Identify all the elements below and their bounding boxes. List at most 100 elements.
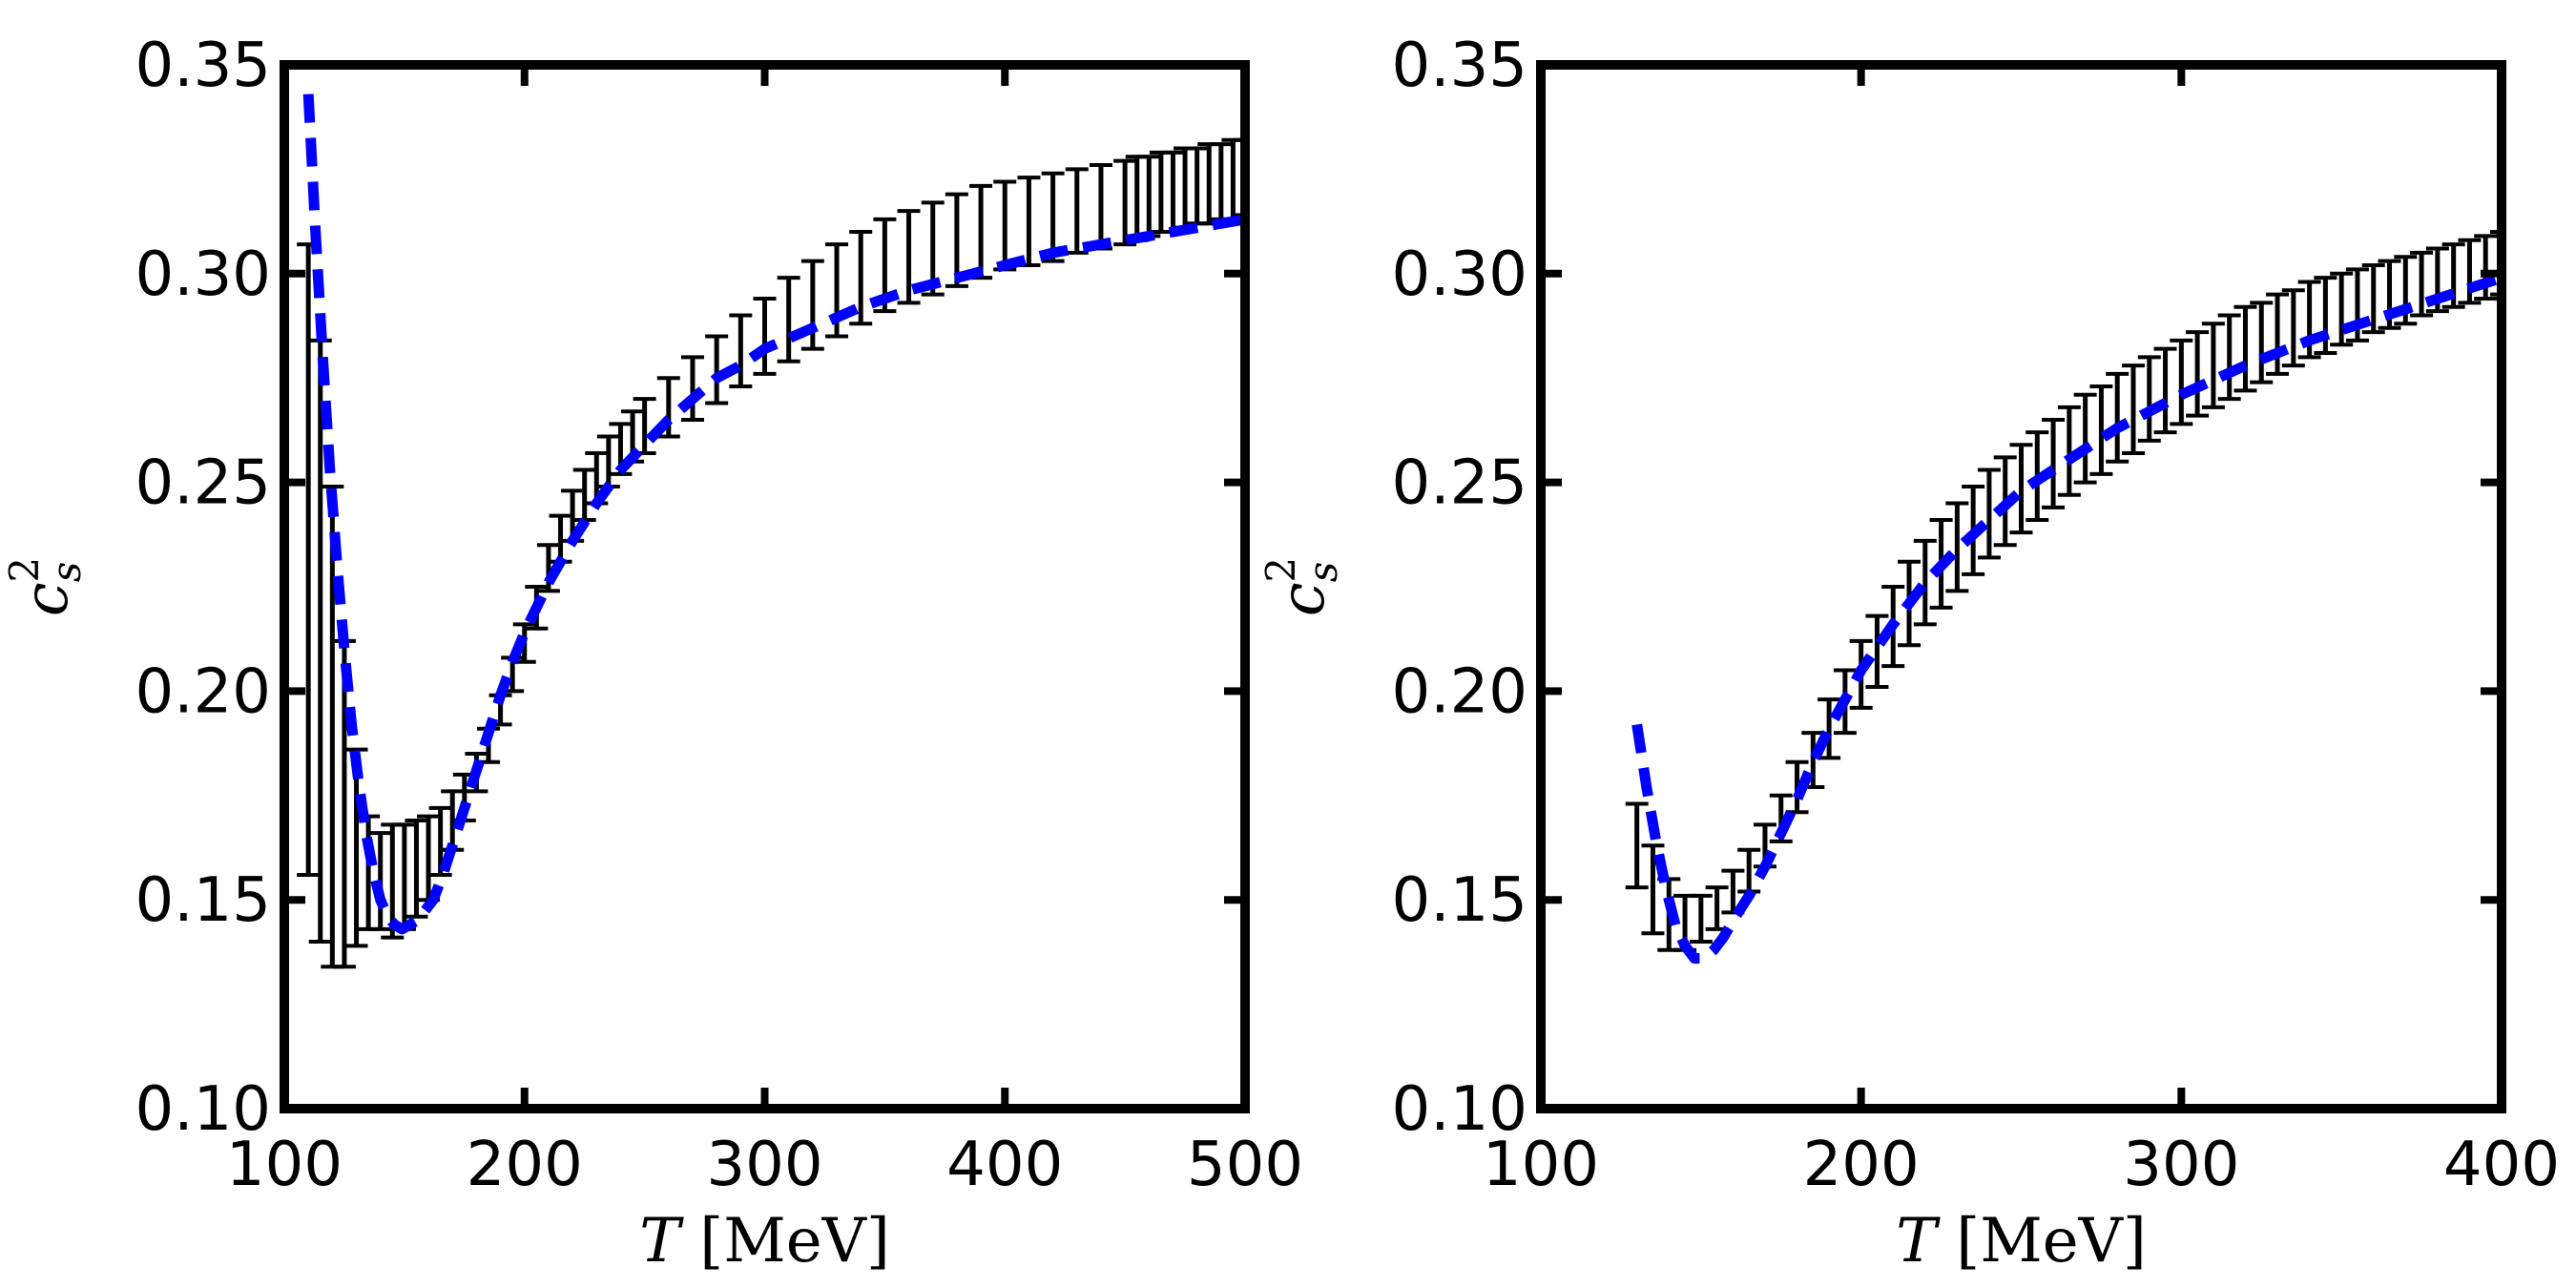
errorbar-point bbox=[392, 822, 416, 931]
errorbar-point bbox=[800, 259, 824, 351]
plot-area bbox=[1625, 230, 2502, 964]
errorbar-point bbox=[1689, 893, 1713, 944]
x-axis-label-unit: [MeV] bbox=[1937, 1206, 2147, 1277]
y-axis-label: cs2 bbox=[1, 557, 90, 616]
x-tick-label: 300 bbox=[706, 1130, 822, 1200]
x-axis-label: T [MeV] bbox=[639, 1206, 890, 1277]
x-tick-label: 500 bbox=[1187, 1130, 1303, 1200]
y-axis-label: cs2 bbox=[1257, 557, 1346, 616]
errorbar-point bbox=[2170, 338, 2193, 426]
y-tick-label: 0.30 bbox=[1392, 239, 1528, 310]
errorbar-point bbox=[1197, 142, 1221, 226]
axes-frame bbox=[1536, 60, 2506, 1113]
errorbar-point bbox=[428, 805, 452, 877]
errorbar-point bbox=[1705, 885, 1729, 931]
x-tick-label: 200 bbox=[1803, 1130, 1920, 1200]
errorbar-point bbox=[2250, 301, 2274, 384]
errorbar-point bbox=[849, 230, 873, 326]
y-tick-label: 0.20 bbox=[1392, 656, 1528, 727]
errorbar-point bbox=[705, 334, 729, 405]
errorbar-point bbox=[2266, 292, 2290, 376]
errorbar-point bbox=[2410, 250, 2434, 318]
errorbar-point bbox=[2330, 271, 2354, 347]
y-tick-label: 0.10 bbox=[1392, 1074, 1528, 1145]
errorbar-point bbox=[1185, 146, 1209, 226]
panel-left: 100 200 300 400 500 0.10 0.15 0.20 0.25 0.30 0.35 T… bbox=[1, 31, 1303, 1277]
y-axis-label-base: c bbox=[11, 582, 82, 616]
errorbar-point bbox=[777, 276, 800, 364]
x-tick-label: 200 bbox=[467, 1130, 583, 1200]
x-axis-label-unit: [MeV] bbox=[680, 1206, 890, 1277]
errorbar-point bbox=[1089, 163, 1112, 251]
y-axis-label-sup: 2 bbox=[1257, 557, 1304, 583]
errorbar-point bbox=[2057, 405, 2081, 497]
errorbar-point bbox=[897, 209, 921, 305]
dashed-curve bbox=[302, 93, 1245, 935]
x-tick-label: 400 bbox=[946, 1130, 1063, 1200]
errorbar-point bbox=[308, 338, 332, 944]
errorbar-point bbox=[969, 183, 993, 280]
y-tick-label: 0.20 bbox=[135, 656, 272, 727]
errorbar-point bbox=[993, 179, 1017, 272]
errorbar-point bbox=[1065, 167, 1089, 255]
errorbar-point bbox=[1017, 176, 1041, 268]
errorbar-point bbox=[1161, 150, 1185, 235]
x-tick-label: 100 bbox=[226, 1130, 343, 1200]
errorbar-point bbox=[2073, 392, 2097, 485]
errorbar-point bbox=[753, 297, 777, 376]
errorbar-point bbox=[1113, 158, 1137, 247]
errorbar-point bbox=[1137, 155, 1161, 239]
errorbar-point bbox=[945, 192, 968, 288]
errorbar-point bbox=[729, 313, 753, 388]
y-tick-label: 0.35 bbox=[1392, 31, 1528, 101]
errorbar-point bbox=[1625, 801, 1649, 890]
errorbar-series bbox=[297, 137, 1245, 969]
errorbar-point bbox=[2186, 330, 2210, 418]
y-axis-label-sub: s bbox=[1299, 562, 1346, 583]
errorbar-point bbox=[2121, 364, 2145, 455]
errorbar-point bbox=[2089, 384, 2113, 476]
errorbar-point bbox=[633, 397, 656, 455]
axes-frame bbox=[280, 60, 1250, 1113]
y-tick-label: 0.30 bbox=[135, 239, 272, 310]
errorbar-point bbox=[1234, 137, 1245, 218]
y-tick-label: 0.35 bbox=[135, 31, 272, 101]
errorbar-point bbox=[2361, 263, 2385, 335]
errorbar-point bbox=[1125, 155, 1149, 242]
errorbar-point bbox=[2009, 443, 2033, 535]
errorbar-point bbox=[1977, 467, 2001, 560]
errorbar-point bbox=[596, 434, 620, 488]
x-axis-label-var: T bbox=[639, 1206, 684, 1277]
y-tick-label: 0.25 bbox=[135, 448, 272, 519]
x-tick-label: 300 bbox=[2123, 1130, 2239, 1200]
errorbar-point bbox=[2106, 371, 2129, 464]
x-axis-label: T [MeV] bbox=[1896, 1206, 2147, 1277]
errorbar-point bbox=[2153, 346, 2177, 435]
dashed-curve bbox=[1631, 272, 2502, 964]
errorbar-point bbox=[1865, 613, 1889, 690]
errorbar-point bbox=[572, 467, 596, 522]
errorbar-point bbox=[344, 747, 368, 948]
y-axis-label-sub: s bbox=[43, 562, 90, 583]
errorbar-point bbox=[405, 819, 428, 919]
errorbar-series bbox=[1625, 230, 2502, 952]
errorbar-point bbox=[1149, 150, 1173, 235]
y-tick-label: 0.15 bbox=[1392, 865, 1528, 936]
errorbar-point bbox=[1818, 697, 1841, 760]
errorbar-point bbox=[1913, 538, 1937, 627]
y-tick-label: 0.25 bbox=[1392, 448, 1528, 519]
errorbar-point bbox=[680, 355, 704, 422]
errorbar-point bbox=[1041, 171, 1065, 263]
errorbar-point bbox=[2490, 230, 2502, 297]
errorbar-point bbox=[2201, 322, 2225, 409]
x-tick-label: 400 bbox=[2443, 1130, 2560, 1200]
errorbar-point bbox=[536, 543, 560, 593]
errorbar-point bbox=[1209, 142, 1233, 221]
errorbar-point bbox=[2233, 304, 2257, 393]
errorbar-point bbox=[2458, 238, 2482, 305]
x-axis-label-var: T bbox=[1896, 1206, 1941, 1277]
y-tick-label: 0.10 bbox=[135, 1074, 272, 1145]
y-axis-label-sup: 2 bbox=[1, 557, 48, 583]
